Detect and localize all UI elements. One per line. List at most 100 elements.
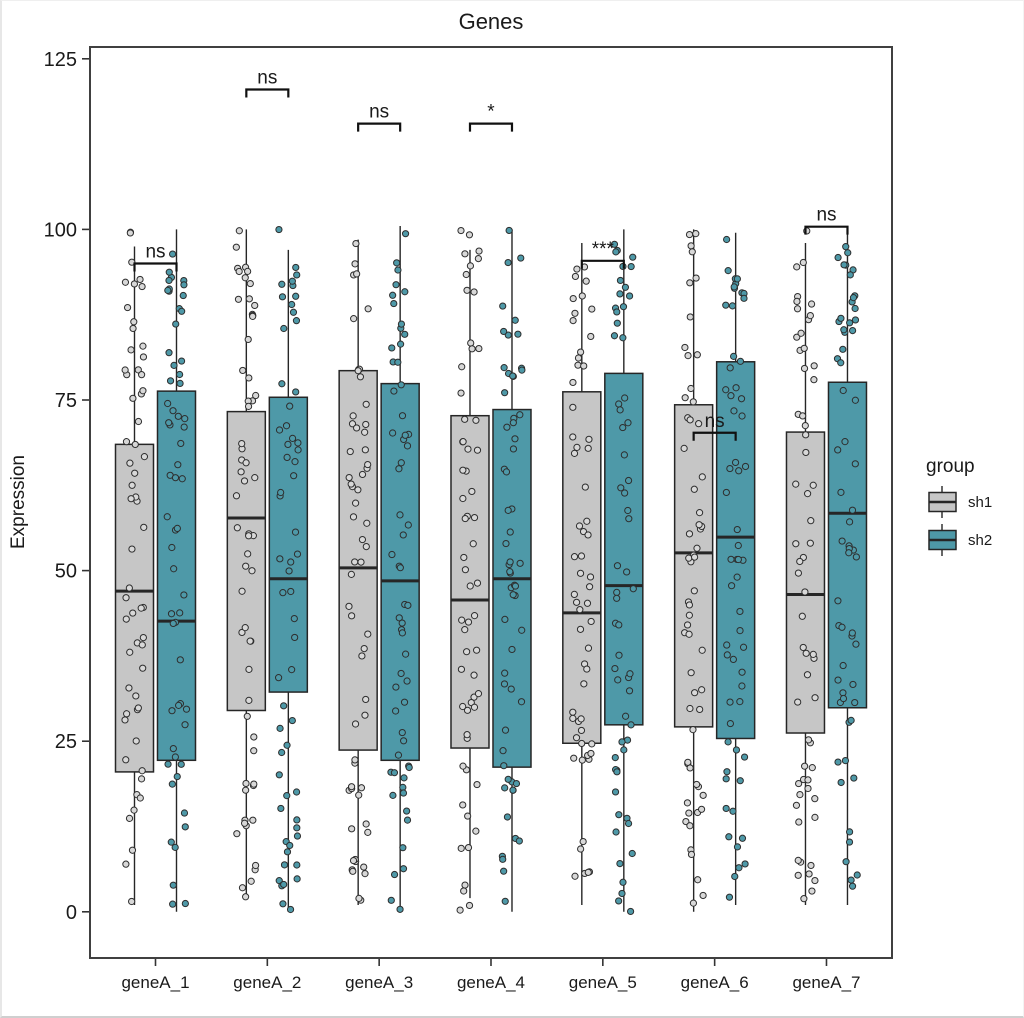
data-point [799,412,807,420]
data-point [509,591,517,599]
data-point [349,513,358,521]
data-point [587,332,595,341]
data-point [511,316,519,324]
data-point [577,845,585,853]
data-point [121,366,129,374]
x-tick-label: geneA_5 [569,973,637,992]
data-point [474,254,482,263]
data-point [625,687,634,695]
data-point [397,669,405,678]
data-point [472,827,480,835]
data-point [846,271,854,279]
data-point [571,309,579,317]
data-point [169,744,177,753]
data-point [685,554,693,562]
data-point [470,671,478,679]
data-point [690,553,699,561]
data-point [686,313,694,321]
data-point [249,312,257,320]
data-point [293,550,302,558]
data-point [569,316,577,325]
data-point [794,871,802,879]
data-point [292,263,300,272]
boxplot-sh1-geneA_1 [114,228,155,906]
data-point [500,762,508,770]
data-point [243,712,251,720]
data-point [398,412,407,420]
data-point [509,786,517,794]
data-point [292,317,301,325]
data-point [845,549,853,557]
data-point [357,558,365,566]
jitter-points-sh1-geneA_5 [569,263,596,880]
data-point [846,319,854,327]
data-point [139,387,147,395]
data-point [505,226,513,235]
data-point [723,651,731,659]
jitter-points-sh1-geneA_1 [121,228,149,906]
data-point [252,391,260,400]
panel-border [89,46,893,959]
significance-geneA_2: ns [245,68,290,98]
jitter-points-sh1-geneA_3 [345,239,372,904]
data-point [733,525,741,534]
data-point [699,791,707,799]
data-point [807,300,816,308]
data-point [396,564,404,572]
data-point [577,726,586,735]
jitter-points-sh2-geneA_7 [833,243,861,890]
data-point [395,465,403,473]
data-point [249,816,257,824]
data-point [400,774,408,782]
data-point [690,485,698,493]
data-point [722,804,730,813]
data-point [737,395,746,403]
data-point [362,695,370,704]
data-point [473,646,481,654]
data-point [576,625,585,633]
data-point [458,363,466,371]
data-point [685,611,693,619]
significance-bracket [245,88,290,98]
y-tick-label: 100 [44,219,77,241]
data-point [580,362,588,370]
data-point [464,843,473,852]
data-point [247,877,255,885]
significance-bracket [357,122,402,132]
data-point [403,807,411,815]
data-point [286,905,295,914]
data-point [469,540,477,548]
data-point [615,811,623,819]
x-tick-label: geneA_1 [121,973,189,992]
data-point [500,327,508,336]
data-point [683,799,692,807]
data-point [395,614,403,622]
data-point [506,568,514,576]
data-point [809,481,817,489]
data-point [501,897,509,905]
data-point [463,648,471,656]
data-point [276,724,284,732]
data-point [351,260,359,268]
boxplot-sh1-geneA_2 [226,227,267,901]
data-point [793,305,802,313]
data-point [125,814,134,822]
data-point [291,528,300,536]
data-point [613,319,621,327]
data-point [244,335,252,344]
data-point [624,419,632,427]
data-point [847,716,855,724]
data-point [683,621,692,629]
data-point [698,686,706,694]
data-point [735,864,743,872]
data-point [457,389,465,397]
boxplot-sh2-geneA_1 [156,229,197,912]
data-point [125,584,133,592]
data-point [171,753,179,761]
data-point [848,506,857,514]
data-point [168,707,176,715]
data-point [176,379,184,387]
data-point [348,825,356,833]
data-point [170,361,178,369]
